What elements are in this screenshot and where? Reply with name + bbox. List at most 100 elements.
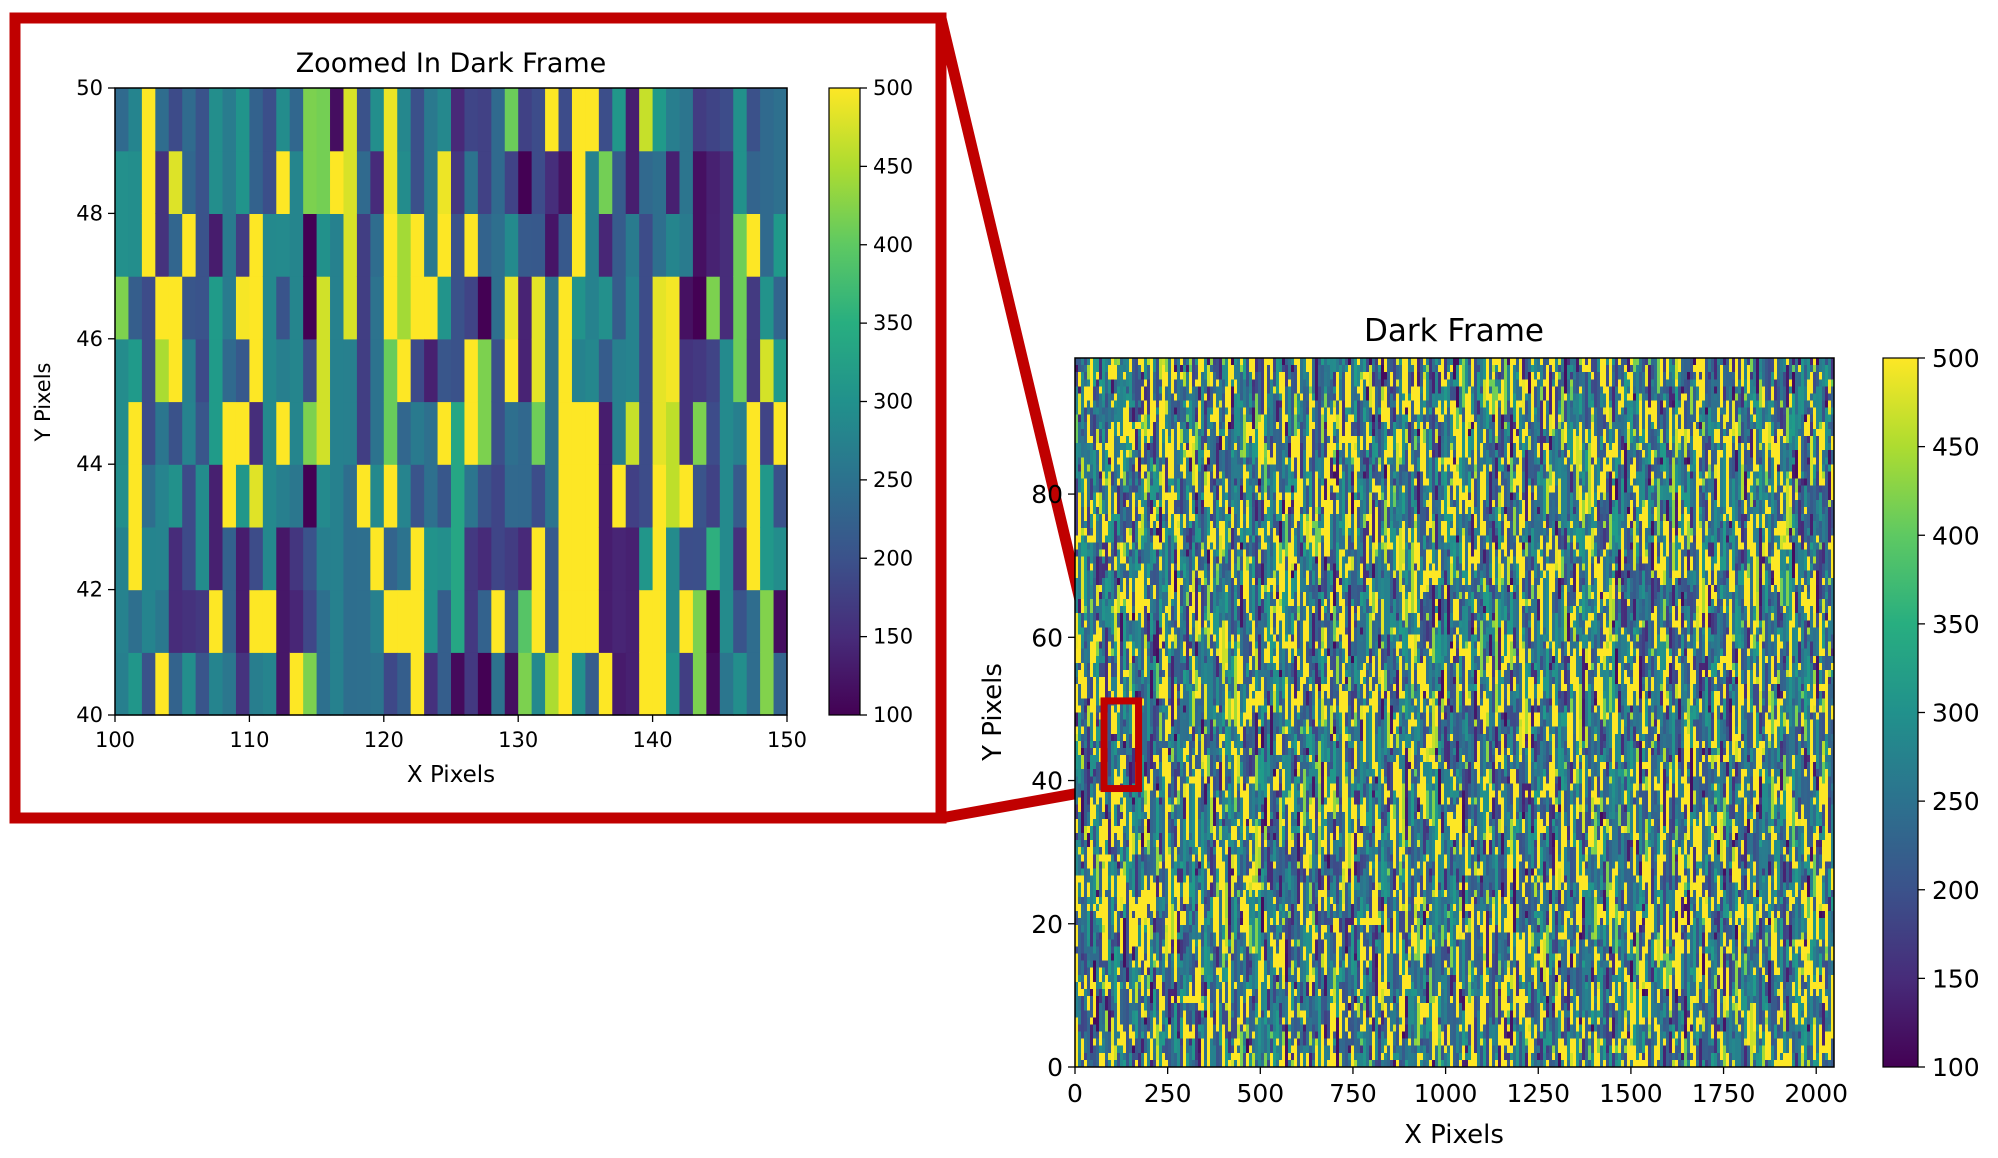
full-heatmap xyxy=(1075,358,1834,1067)
heatmap-cell xyxy=(128,213,143,277)
heatmap-cell xyxy=(558,589,573,653)
heatmap-cell xyxy=(397,213,412,277)
heatmap-cell xyxy=(168,589,183,653)
heatmap-cell xyxy=(343,526,358,591)
heatmap-cell xyxy=(706,150,721,214)
heatmap-cell xyxy=(141,526,156,591)
heatmap-cell xyxy=(128,150,143,214)
heatmap-cell xyxy=(625,652,640,716)
heatmap-cell xyxy=(249,150,264,214)
heatmap-cell xyxy=(410,150,425,214)
heatmap-cell xyxy=(571,88,586,152)
heatmap-cell xyxy=(719,276,734,340)
heatmap-cell xyxy=(733,276,748,340)
heatmap-cell xyxy=(424,652,439,716)
heatmap-cell xyxy=(262,589,277,653)
heatmap-cell xyxy=(195,88,210,152)
heatmap-cell xyxy=(464,526,479,591)
heatmap-cell xyxy=(666,338,681,403)
heatmap-cell xyxy=(464,88,479,152)
heatmap-cell xyxy=(168,526,183,591)
heatmap-cell xyxy=(115,213,130,277)
heatmap-cell xyxy=(652,150,667,214)
heatmap-cell xyxy=(625,150,640,214)
heatmap-cell xyxy=(531,276,546,340)
full-colorbar xyxy=(1883,358,1918,1067)
heatmap-cell xyxy=(182,652,197,716)
heatmap-cell xyxy=(625,464,640,528)
heatmap-cell xyxy=(612,589,627,653)
full-chart-title: Dark Frame xyxy=(1364,313,1544,349)
heatmap-cell xyxy=(222,213,237,277)
heatmap-cell xyxy=(182,338,197,403)
full-panel: 0 250 500 750 1000 1250 1500 1750 2000 0 20 40 60 80… xyxy=(978,313,1980,1150)
heatmap-cell xyxy=(222,464,237,528)
heatmap-cell xyxy=(128,652,143,716)
heatmap-cell xyxy=(424,526,439,591)
heatmap-cell xyxy=(195,526,210,591)
heatmap-cell xyxy=(115,150,130,214)
heatmap-cell xyxy=(477,401,492,465)
heatmap-cell xyxy=(692,589,707,653)
heatmap-cell xyxy=(249,338,264,403)
heatmap-cell xyxy=(330,88,345,152)
heatmap-cell xyxy=(397,150,412,214)
x-tick-label: 140 xyxy=(633,728,673,752)
heatmap-cell xyxy=(343,276,358,340)
heatmap-cell xyxy=(262,338,277,403)
heatmap-cell xyxy=(571,401,586,465)
heatmap-cell xyxy=(773,338,788,403)
heatmap-cell xyxy=(209,401,224,465)
heatmap-cell xyxy=(451,526,466,591)
zoom-border xyxy=(9,12,947,824)
x-tick-label: 0 xyxy=(1067,1079,1083,1108)
heatmap-cell xyxy=(451,338,466,403)
heatmap-cell xyxy=(303,526,318,591)
heatmap-cell xyxy=(558,276,573,340)
heatmap-cell xyxy=(289,589,304,653)
heatmap-cell xyxy=(276,526,291,591)
heatmap-cell xyxy=(760,150,775,214)
heatmap-cell xyxy=(343,338,358,403)
heatmap-cell xyxy=(289,213,304,277)
heatmap-cell xyxy=(330,589,345,653)
colorbar-tick-label: 300 xyxy=(873,390,913,414)
heatmap-cell xyxy=(706,401,721,465)
x-tick-label: 130 xyxy=(498,728,538,752)
heatmap-cell xyxy=(115,401,130,465)
heatmap-cell xyxy=(235,464,250,528)
heatmap-cell xyxy=(289,338,304,403)
heatmap-cell xyxy=(598,464,613,528)
colorbar-tick-label: 450 xyxy=(873,154,913,178)
heatmap-cell xyxy=(155,338,170,403)
heatmap-cell xyxy=(195,276,210,340)
heatmap-cell xyxy=(451,652,466,716)
heatmap-cell xyxy=(195,652,210,716)
heatmap-cell xyxy=(531,464,546,528)
heatmap-cell xyxy=(491,213,506,277)
heatmap-cell xyxy=(356,401,371,465)
heatmap-cell xyxy=(383,213,398,277)
heatmap-cell xyxy=(598,88,613,152)
heatmap-cell xyxy=(437,652,452,716)
heatmap-cell xyxy=(518,213,533,277)
heatmap-cell xyxy=(343,401,358,465)
x-tick-label: 100 xyxy=(95,728,135,752)
heatmap-cell xyxy=(451,213,466,277)
heatmap-cell xyxy=(276,88,291,152)
heatmap-cell xyxy=(222,276,237,340)
heatmap-cell xyxy=(424,88,439,152)
heatmap-cell xyxy=(383,401,398,465)
heatmap-cell xyxy=(168,150,183,214)
heatmap-cell xyxy=(558,150,573,214)
heatmap-cell xyxy=(209,526,224,591)
heatmap-cell xyxy=(222,88,237,152)
heatmap-cell xyxy=(370,88,385,152)
heatmap-cell xyxy=(303,464,318,528)
heatmap-cell xyxy=(289,401,304,465)
colorbar-tick-label: 100 xyxy=(1932,1053,1980,1082)
heatmap-cell xyxy=(168,338,183,403)
heatmap-cell xyxy=(424,150,439,214)
heatmap-cell xyxy=(195,150,210,214)
heatmap-cell xyxy=(316,589,331,653)
